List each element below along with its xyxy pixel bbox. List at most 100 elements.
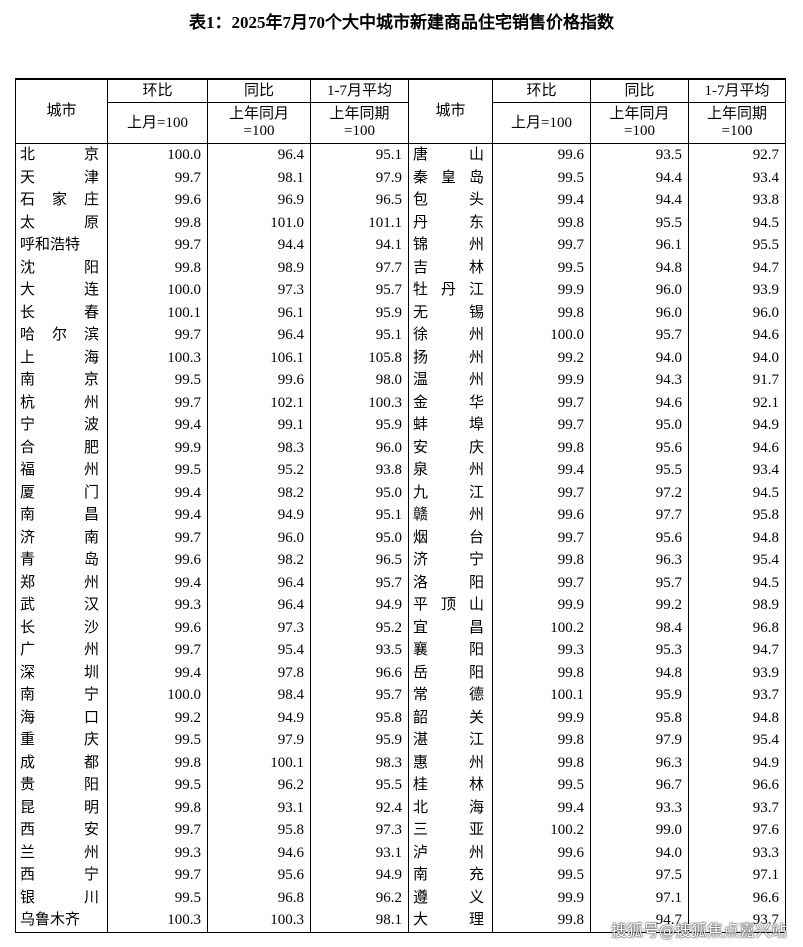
value-cell: 99.0	[590, 819, 689, 842]
table-row: 天津 99.7 98.1 97.9 秦皇岛 99.5 94.4 93.4	[15, 166, 786, 189]
value-cell: 99.7	[107, 819, 208, 842]
value-cell: 94.0	[590, 841, 689, 864]
city-cell: 北海	[408, 796, 493, 819]
value-cell: 99.2	[590, 594, 689, 617]
city-cell: 北京	[15, 143, 108, 167]
group-header: 环比	[492, 78, 591, 103]
value-cell: 94.9	[688, 414, 786, 437]
city-name: 长沙	[20, 619, 99, 636]
city-name: 杭州	[20, 394, 99, 411]
value-cell: 98.3	[310, 751, 409, 774]
value-cell: 94.5	[688, 571, 786, 594]
city-name: 大连	[20, 282, 99, 299]
value-cell: 99.7	[492, 481, 591, 504]
group-header: 同比	[207, 78, 311, 103]
city-name: 厦门	[20, 484, 99, 501]
value-cell: 96.4	[207, 571, 311, 594]
value-cell: 95.1	[310, 324, 409, 347]
value-cell: 97.2	[590, 481, 689, 504]
sub-header: 上月=100	[107, 102, 208, 144]
city-cell: 湛江	[408, 729, 493, 752]
value-cell: 94.6	[688, 436, 786, 459]
value-cell: 96.6	[310, 661, 409, 684]
value-cell: 96.5	[310, 189, 409, 212]
value-cell: 98.4	[207, 684, 311, 707]
sub-header-line: =100	[243, 123, 275, 139]
city-cell: 武汉	[15, 594, 108, 617]
value-cell: 94.6	[688, 324, 786, 347]
value-cell: 95.5	[310, 774, 409, 797]
value-cell: 99.8	[492, 661, 591, 684]
value-cell: 100.3	[107, 909, 208, 933]
value-cell: 100.1	[107, 301, 208, 324]
value-cell: 99.5	[107, 886, 208, 909]
city-name: 兰州	[20, 844, 99, 861]
value-cell: 96.0	[310, 436, 409, 459]
city-cell: 济宁	[408, 549, 493, 572]
city-name: 宁波	[20, 417, 99, 434]
value-cell: 96.2	[207, 774, 311, 797]
value-cell: 94.9	[688, 751, 786, 774]
city-cell: 襄阳	[408, 639, 493, 662]
table-row: 太原 99.8 101.0 101.1 丹东 99.8 95.5 94.5	[15, 211, 786, 234]
city-cell: 唐山	[408, 143, 493, 167]
value-cell: 98.1	[310, 909, 409, 933]
city-name: 济宁	[413, 552, 484, 569]
city-cell: 海口	[15, 706, 108, 729]
value-cell: 99.7	[107, 864, 208, 887]
city-cell: 无锡	[408, 301, 493, 324]
city-name: 泸州	[413, 844, 484, 861]
city-name: 无锡	[413, 304, 484, 321]
value-cell: 100.0	[492, 324, 591, 347]
city-name: 安庆	[413, 439, 484, 456]
value-cell: 97.1	[590, 886, 689, 909]
value-cell: 93.7	[688, 796, 786, 819]
value-cell: 99.7	[107, 234, 208, 257]
city-cell: 泉州	[408, 459, 493, 482]
value-cell: 99.5	[492, 256, 591, 279]
value-cell: 97.3	[207, 279, 311, 302]
value-cell: 99.9	[492, 279, 591, 302]
value-cell: 95.1	[310, 143, 409, 167]
city-cell: 包头	[408, 189, 493, 212]
table-row: 石家庄 99.6 96.9 96.5 包头 99.4 94.4 93.8	[15, 189, 786, 212]
value-cell: 92.7	[688, 143, 786, 167]
value-cell: 99.6	[492, 504, 591, 527]
sub-header-line: =100	[624, 123, 655, 139]
value-cell: 99.6	[492, 143, 591, 167]
value-cell: 95.4	[688, 729, 786, 752]
value-cell: 96.2	[310, 886, 409, 909]
value-cell: 99.7	[107, 324, 208, 347]
value-cell: 99.4	[107, 661, 208, 684]
header-row: 上月=100 上年同月 =100 上年同期 =100 上月=100 上年同月 =100 上年同期…	[16, 102, 786, 144]
city-header: 城市	[15, 78, 108, 144]
city-name: 赣州	[413, 507, 484, 524]
city-cell: 南宁	[15, 684, 108, 707]
value-cell: 101.0	[207, 211, 311, 234]
value-cell: 97.8	[207, 661, 311, 684]
city-cell: 兰州	[15, 841, 108, 864]
table-row: 兰州 99.3 94.6 93.1 泸州 99.6 94.0 93.3	[15, 841, 786, 864]
value-cell: 95.8	[590, 706, 689, 729]
value-cell: 94.6	[590, 391, 689, 414]
value-cell: 95.4	[207, 639, 311, 662]
value-cell: 98.9	[207, 256, 311, 279]
table-row: 上海 100.3 106.1 105.8 扬州 99.2 94.0 94.0	[15, 346, 786, 369]
value-cell: 95.6	[207, 864, 311, 887]
value-cell: 101.1	[310, 211, 409, 234]
value-cell: 94.4	[207, 234, 311, 257]
city-cell: 吉林	[408, 256, 493, 279]
city-cell: 蚌埠	[408, 414, 493, 437]
city-name: 秦皇岛	[413, 169, 484, 186]
city-cell: 宁波	[15, 414, 108, 437]
value-cell: 96.9	[207, 189, 311, 212]
value-cell: 100.2	[492, 616, 591, 639]
value-cell: 95.9	[310, 414, 409, 437]
city-cell: 遵义	[408, 886, 493, 909]
value-cell: 96.4	[207, 594, 311, 617]
group-header: 1-7月平均	[688, 78, 786, 103]
value-cell: 99.9	[107, 436, 208, 459]
city-name: 贵阳	[20, 777, 99, 794]
city-name: 桂林	[413, 777, 484, 794]
value-cell: 98.2	[207, 549, 311, 572]
